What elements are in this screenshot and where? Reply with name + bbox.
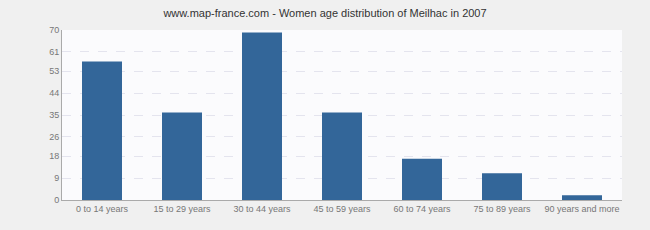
svg-text:18: 18 [49,151,59,161]
svg-text:60 to 74 years: 60 to 74 years [393,204,451,214]
svg-text:30 to 44 years: 30 to 44 years [233,204,291,214]
svg-text:9: 9 [54,173,59,183]
svg-text:75 to 89 years: 75 to 89 years [473,204,531,214]
svg-text:61: 61 [49,47,59,57]
svg-text:45 to 59 years: 45 to 59 years [313,204,371,214]
svg-text:35: 35 [49,110,59,120]
svg-text:70: 70 [49,25,59,35]
svg-text:53: 53 [49,66,59,76]
svg-text:26: 26 [49,132,59,142]
svg-text:90 years and more: 90 years and more [544,204,619,214]
svg-text:0 to 14 years: 0 to 14 years [76,204,129,214]
svg-text:15 to 29 years: 15 to 29 years [153,204,211,214]
svg-text:44: 44 [49,88,59,98]
svg-text:www.map-france.com - Women age: www.map-france.com - Women age distribut… [162,7,486,19]
svg-text:0: 0 [54,195,59,205]
